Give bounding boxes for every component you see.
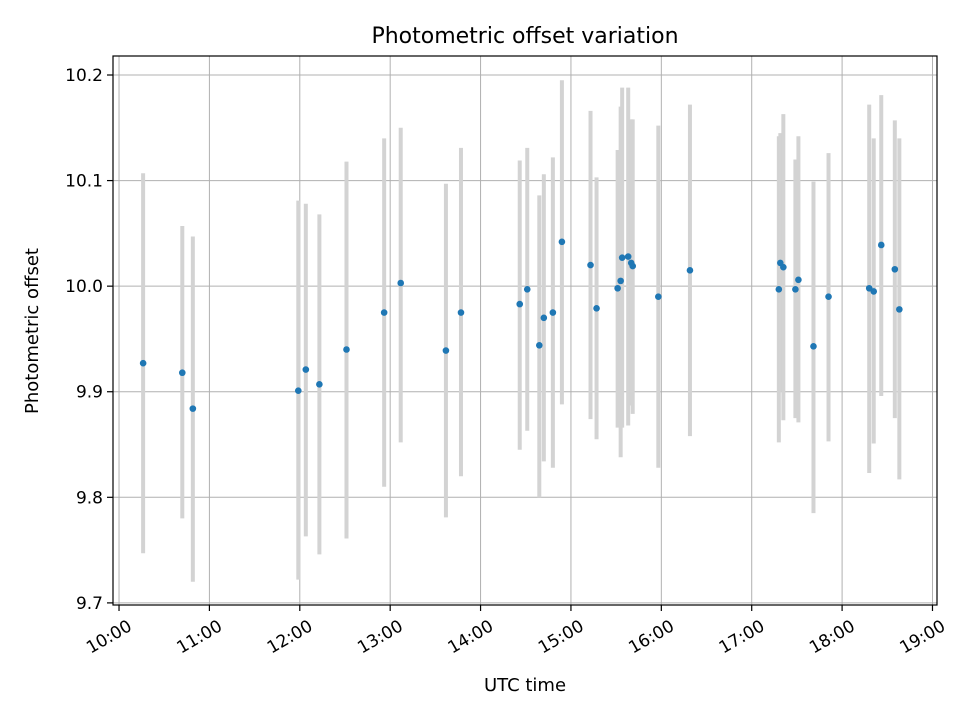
data-point [536,341,543,349]
data-point [825,293,832,301]
data-point [523,286,531,293]
y-tick-label: 9.7 [76,594,103,614]
data-point [380,309,388,316]
data-point [624,253,632,260]
data-point [189,405,197,412]
data-point [795,276,802,284]
data-point [810,343,817,350]
data-point [294,387,302,394]
y-tick-label: 10.0 [65,277,103,297]
data-point [780,263,787,271]
data-point [442,347,450,354]
x-axis-label: UTC time [484,675,566,696]
data-point [540,314,548,322]
data-point [686,267,694,274]
data-point [618,254,626,261]
data-point [877,241,885,249]
data-point [617,277,624,285]
data-point [397,279,405,287]
data-point [792,286,799,293]
data-point [870,288,878,295]
plot-frame [112,55,938,606]
point-layer [139,238,903,412]
y-axis-label: Photometric offset [22,248,43,414]
data-point [891,265,899,273]
data-point [558,238,566,246]
y-tick-label: 10.1 [65,172,103,192]
data-point [775,286,783,293]
data-point [629,262,637,270]
data-point [178,369,186,377]
data-point [614,284,621,292]
data-point [343,346,350,353]
data-point [139,359,147,367]
data-point [316,381,323,388]
data-point [457,309,465,316]
data-point [896,306,903,313]
data-point [655,293,662,301]
data-point [302,366,310,373]
data-point [593,305,600,312]
y-tick-label: 10.2 [65,66,103,86]
grid-layer [113,56,937,605]
data-point [549,309,557,316]
data-point [516,300,524,308]
y-tick-label: 9.9 [76,383,103,403]
data-point [587,261,594,269]
chart-title: Photometric offset variation [371,24,678,49]
y-tick-label: 9.8 [76,488,103,508]
